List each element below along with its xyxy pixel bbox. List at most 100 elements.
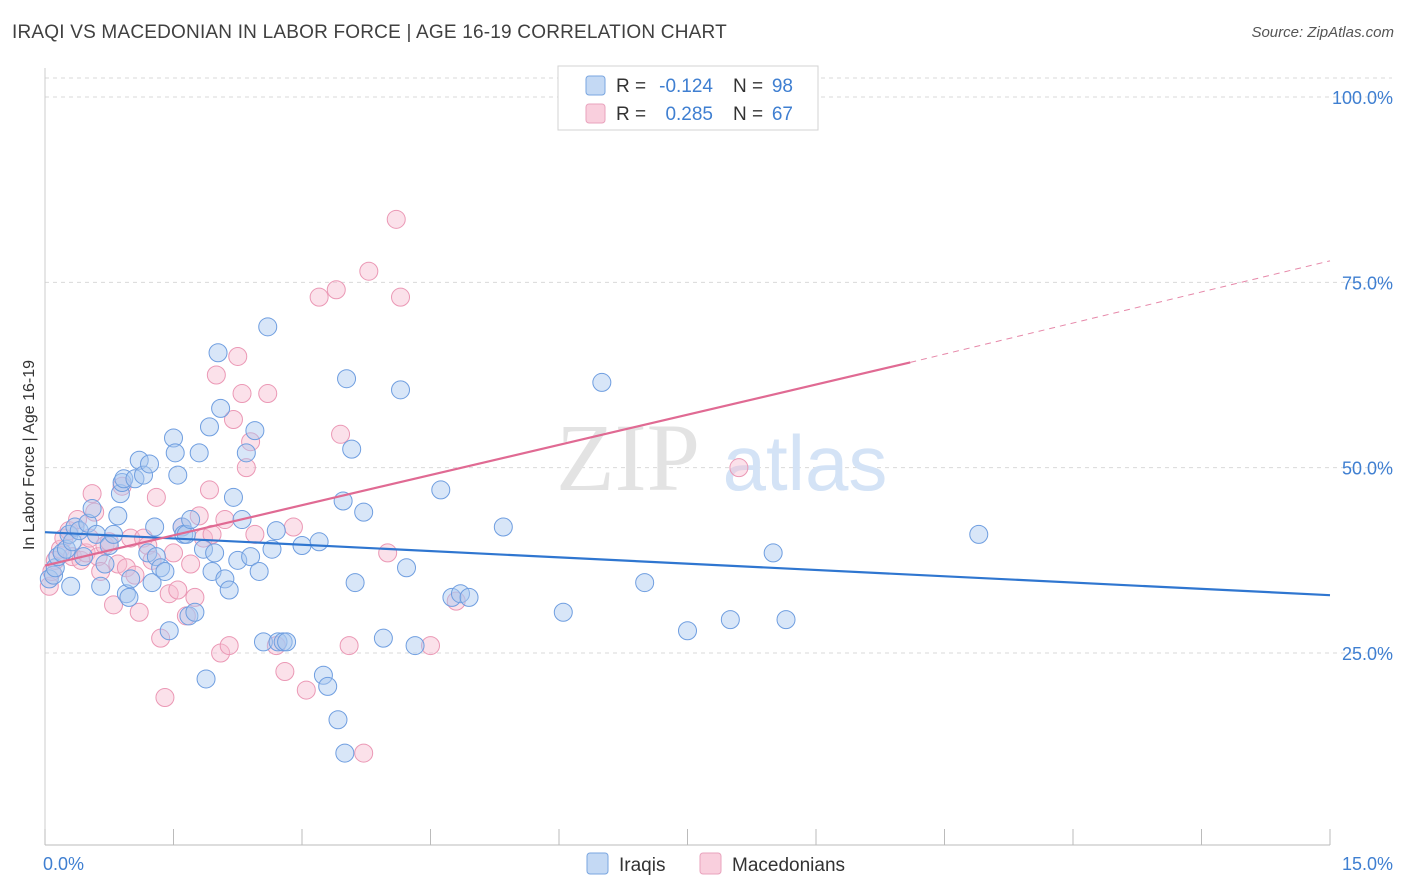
iraqis-point — [199, 417, 219, 437]
macedonians-point — [258, 384, 278, 404]
macedonians-points — [39, 209, 749, 763]
legend-r-value-2: 0.285 — [665, 104, 713, 125]
iraqis-point — [342, 439, 362, 459]
iraqis-point — [309, 532, 329, 552]
iraqis-point — [245, 421, 265, 441]
macedonians-point — [326, 280, 346, 300]
iraqis-point — [159, 621, 179, 641]
macedonians-point — [391, 287, 411, 307]
iraqis-point — [258, 317, 278, 337]
iraqis-point — [266, 521, 286, 541]
macedonians-point — [354, 743, 374, 763]
iraqis-point — [228, 550, 248, 570]
iraqis-point — [635, 573, 655, 593]
macedonians-point — [185, 587, 205, 607]
iraqis-point — [61, 576, 81, 596]
iraqis-point — [114, 469, 134, 489]
iraqis-point — [116, 584, 136, 604]
iraqis-point — [155, 561, 175, 581]
macedonians-point — [82, 484, 102, 504]
y-tick-label: 100.0% — [1332, 88, 1393, 108]
iraqis-point — [405, 636, 425, 656]
macedonians-point — [155, 687, 175, 707]
macedonians-point — [199, 480, 219, 500]
iraqis-point — [95, 554, 115, 574]
iraqis-point — [236, 443, 256, 463]
iraqis-point — [277, 632, 297, 652]
iraqis-point — [249, 561, 269, 581]
trend-lines — [44, 260, 1331, 597]
iraqis-point — [179, 606, 199, 626]
iraqis-point — [262, 539, 282, 559]
iraqis-point — [56, 539, 76, 559]
macedonians-point — [421, 636, 440, 656]
macedonians-point — [232, 384, 252, 404]
iraqis-points — [39, 317, 989, 763]
macedonians-trend-line — [44, 361, 911, 567]
x-tick-label-min: 0.0% — [43, 854, 84, 874]
macedonians-point — [206, 365, 226, 385]
correlation-legend: R = -0.124 N = 98 R = 0.285 N = 67 — [557, 65, 819, 131]
grid-lines — [45, 77, 1392, 654]
macedonians-point — [309, 287, 329, 307]
series-legend: Iraqis Macedonians — [586, 852, 845, 876]
iraqis-point — [165, 443, 185, 463]
macedonians-point — [275, 662, 295, 682]
iraqis-point — [211, 398, 231, 418]
watermark: ZIP atlas — [556, 404, 887, 511]
iraqis-point — [119, 587, 139, 607]
watermark-zip: ZIP — [556, 404, 700, 511]
iraqis-point — [108, 506, 128, 526]
macedonians-point — [39, 576, 59, 596]
macedonians-point — [228, 346, 248, 366]
iraqis-point — [241, 547, 261, 567]
iraqis-point — [763, 543, 783, 563]
iraqis-point — [140, 454, 160, 474]
macedonians-trend-extension — [910, 260, 1331, 363]
macedonians-point — [181, 554, 201, 574]
y-tick-label: 75.0% — [1342, 273, 1393, 293]
iraqis-point — [181, 510, 201, 530]
iraqis-point — [318, 676, 338, 696]
iraqis-point — [142, 573, 162, 593]
iraqis-point — [969, 524, 989, 544]
legend-swatch-iraqis — [585, 75, 606, 96]
iraqis-trend-line — [44, 531, 1331, 597]
macedonians-point — [168, 580, 188, 600]
watermark-atlas: atlas — [723, 419, 888, 507]
y-axis-label: In Labor Force | Age 16-19 — [21, 360, 38, 550]
bottom-swatch-macedonians — [699, 852, 722, 875]
x-tick-label-max: 15.0% — [1342, 854, 1393, 874]
iraqis-point — [121, 569, 141, 589]
iraqis-point — [345, 573, 365, 593]
legend-r-label-2: R = — [616, 104, 646, 125]
legend-r-label-1: R = — [616, 76, 646, 97]
iraqis-point — [215, 569, 235, 589]
macedonians-point — [146, 487, 166, 507]
macedonians-point — [283, 517, 303, 537]
chart-title: IRAQI VS MACEDONIAN IN LABOR FORCE | AGE… — [12, 22, 727, 43]
iraqis-point — [373, 628, 393, 648]
macedonians-point — [219, 636, 239, 656]
bottom-label-macedonians: Macedonians — [732, 855, 845, 876]
macedonians-point — [85, 502, 105, 522]
macedonians-point — [296, 680, 316, 700]
axes: 25.0% 50.0% 75.0% 100.0% 0.0% 15.0% — [43, 68, 1393, 874]
iraqis-point — [720, 610, 740, 630]
source-label: Source: ZipAtlas.com — [1251, 24, 1394, 41]
iraqis-point — [431, 480, 451, 500]
iraqis-point — [253, 632, 273, 652]
macedonians-point — [164, 543, 183, 563]
y-tick-label: 50.0% — [1342, 459, 1393, 479]
iraqis-point — [146, 547, 166, 567]
iraqis-point — [493, 517, 513, 537]
legend-r-value-1: -0.124 — [659, 76, 713, 97]
macedonians-point — [104, 595, 124, 615]
iraqis-point — [82, 498, 102, 518]
iraqis-point — [592, 372, 612, 392]
iraqis-point — [219, 580, 239, 600]
legend-n-label-2: N = — [733, 104, 763, 125]
iraqis-point — [459, 587, 479, 607]
macedonians-point — [223, 409, 243, 429]
